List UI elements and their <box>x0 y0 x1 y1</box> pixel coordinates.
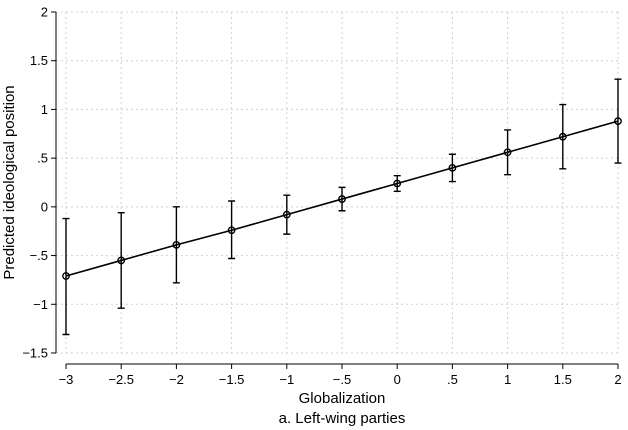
y-tick-label: −1.5 <box>22 346 48 361</box>
data-point <box>117 256 126 265</box>
x-tick-label: −2 <box>169 372 184 387</box>
x-tick-label: 1 <box>504 372 511 387</box>
data-point <box>172 240 181 249</box>
x-tick-label: 0 <box>394 372 401 387</box>
x-tick-label: −2.5 <box>108 372 134 387</box>
fitted-line <box>65 120 619 277</box>
x-axis-title: Globalization <box>299 390 386 407</box>
ci-bar <box>614 78 622 164</box>
y-tick-label: −1 <box>33 297 48 312</box>
data-point <box>448 163 457 172</box>
chart-caption: a. Left-wing parties <box>279 410 406 427</box>
data-point <box>227 226 236 235</box>
x-tick-label: 2 <box>614 372 621 387</box>
y-tick-label: 0 <box>41 199 48 214</box>
y-axis-title: Predicted ideological position <box>1 85 18 279</box>
data-point <box>282 210 291 219</box>
x-tick-label: −1 <box>279 372 294 387</box>
y-tick-label: 1.5 <box>30 53 48 68</box>
tick-labels: −1.5 −1 −.5 0 .5 1 1.5 2 −3 −2.5 −2 −1.5 −1 −.5 0 .5 1 1.… <box>22 5 621 388</box>
y-tick-label: 2 <box>41 5 48 20</box>
x-tick-label: −.5 <box>333 372 351 387</box>
axes <box>51 11 619 369</box>
x-tick-label: 1.5 <box>554 372 572 387</box>
y-tick-label: .5 <box>37 151 48 166</box>
y-tick-label: −.5 <box>30 248 48 263</box>
x-tick-label: .5 <box>447 372 458 387</box>
data-point <box>558 132 567 141</box>
fit-line <box>65 120 619 277</box>
data-point <box>338 195 346 203</box>
grid-lines <box>56 11 619 354</box>
data-point <box>503 148 512 157</box>
data-point <box>393 179 402 188</box>
data-point <box>62 272 70 280</box>
data-points <box>62 117 622 280</box>
ci-bar <box>62 217 70 336</box>
data-point <box>614 117 622 126</box>
x-tick-label: −1.5 <box>219 372 245 387</box>
y-tick-label: 1 <box>41 102 48 117</box>
x-tick-label: −3 <box>59 372 74 387</box>
